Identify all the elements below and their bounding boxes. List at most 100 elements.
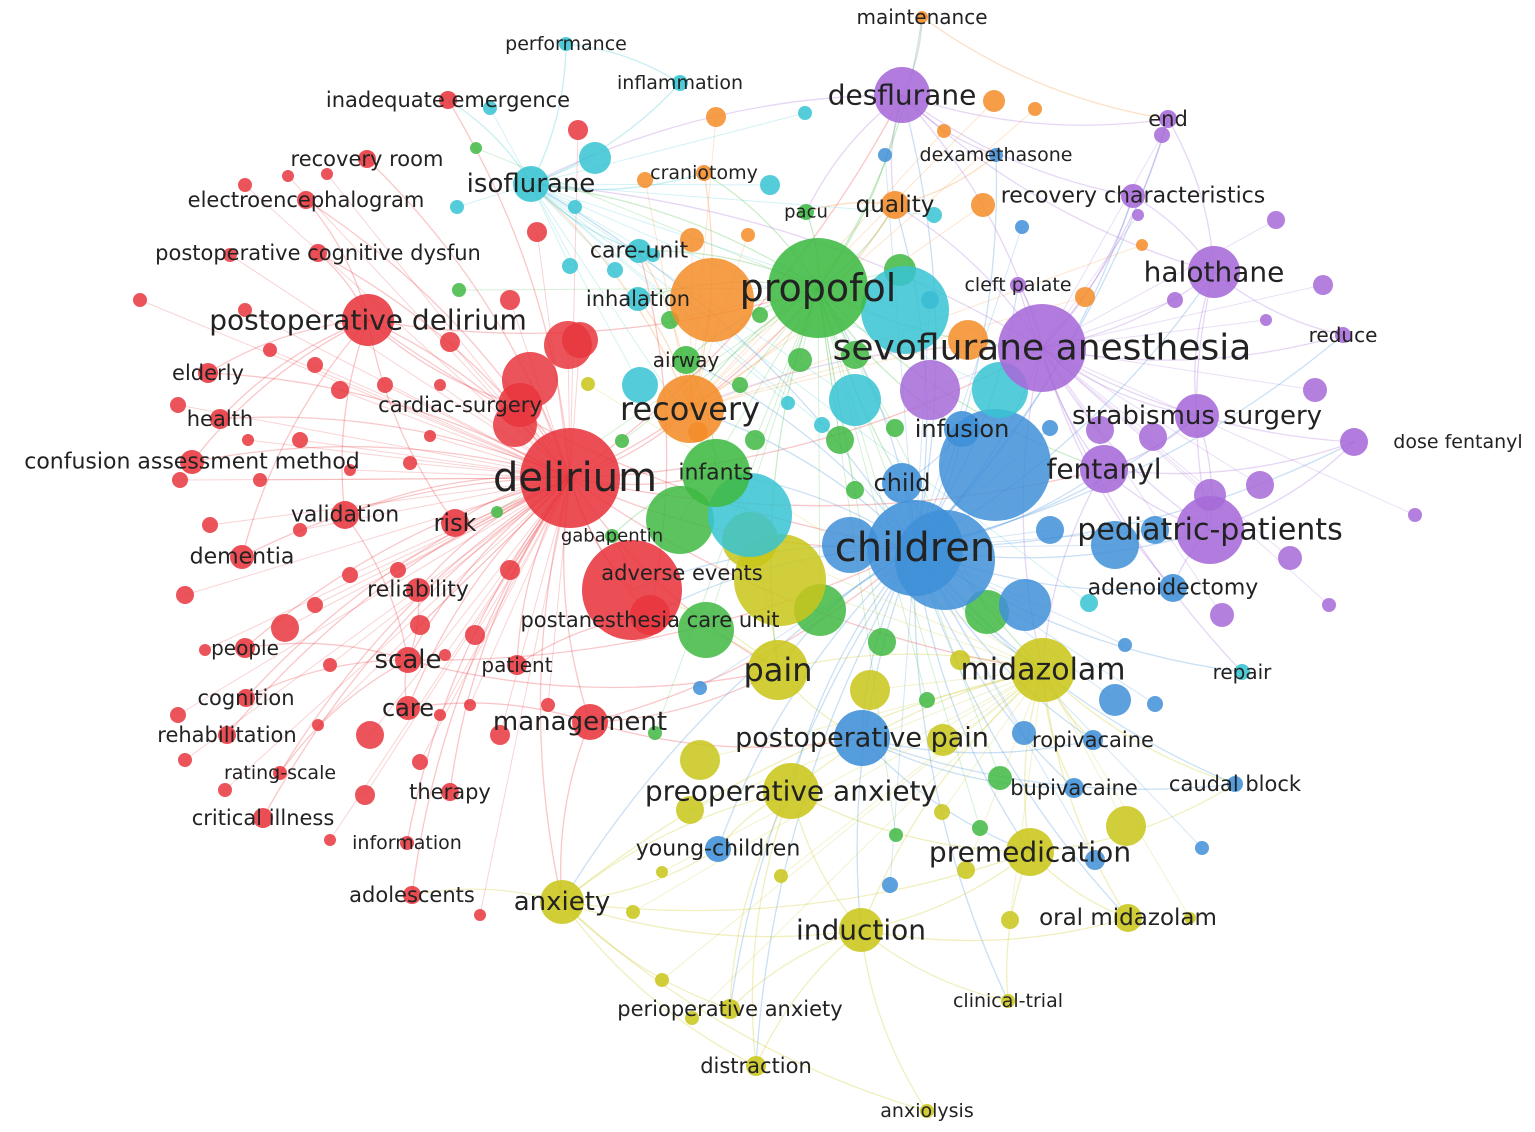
- node-children[interactable]: [867, 500, 963, 596]
- node-yellow-108[interactable]: [656, 866, 668, 878]
- node-orange-152[interactable]: [680, 228, 704, 252]
- node-midazolam[interactable]: [1011, 638, 1075, 702]
- node-cyan-145[interactable]: [926, 207, 942, 223]
- node-red-6[interactable]: [263, 343, 277, 357]
- node-postoperative-delirium[interactable]: [342, 294, 394, 346]
- node-airway[interactable]: [672, 346, 700, 374]
- node-green-67[interactable]: [470, 142, 482, 154]
- node-desflurane[interactable]: [874, 67, 930, 123]
- node-blue-89[interactable]: [1036, 516, 1064, 544]
- node-red-19[interactable]: [412, 754, 428, 770]
- node-red-11[interactable]: [202, 517, 218, 533]
- node-red-13[interactable]: [253, 473, 267, 487]
- node-red-14[interactable]: [307, 597, 323, 613]
- node-red-48[interactable]: [377, 377, 393, 393]
- node-critical-illness[interactable]: [253, 808, 273, 828]
- node-adenoidectomy[interactable]: [1159, 574, 1187, 602]
- node-purple-120[interactable]: [1313, 275, 1333, 295]
- node-red-36[interactable]: [464, 699, 476, 711]
- node-yellow-98[interactable]: [850, 670, 890, 710]
- node-cyan-139[interactable]: [562, 258, 578, 274]
- node-reliability[interactable]: [406, 578, 430, 602]
- node-green-70[interactable]: [972, 820, 988, 836]
- node-yellow-106[interactable]: [655, 973, 669, 987]
- node-yellow-107[interactable]: [626, 905, 640, 919]
- node-people[interactable]: [235, 638, 255, 658]
- node-elderly[interactable]: [198, 363, 218, 383]
- node-anxiolysis[interactable]: [920, 1104, 934, 1118]
- node-red-27[interactable]: [242, 434, 254, 446]
- node-blue-95[interactable]: [1085, 850, 1105, 870]
- node-infants[interactable]: [682, 439, 750, 507]
- node-cyan-130[interactable]: [861, 266, 949, 354]
- node-performance[interactable]: [559, 37, 573, 51]
- node-orange-151[interactable]: [637, 172, 653, 188]
- node-electroencephalogram[interactable]: [297, 191, 315, 209]
- node-red-7[interactable]: [238, 303, 252, 317]
- node-green-60[interactable]: [868, 628, 896, 656]
- node-rating-scale[interactable]: [273, 766, 287, 780]
- node-recovery-characteristics[interactable]: [1121, 184, 1145, 208]
- node-distraction[interactable]: [746, 1056, 766, 1076]
- node-red-18[interactable]: [356, 721, 384, 749]
- node-green-74[interactable]: [491, 506, 503, 518]
- node-orange-156[interactable]: [937, 124, 951, 138]
- node-cyan-138[interactable]: [450, 200, 464, 214]
- node-blue-86[interactable]: [1195, 841, 1209, 855]
- node-red-34[interactable]: [541, 698, 555, 712]
- node-recovery-room[interactable]: [358, 150, 376, 168]
- node-clinical-trial[interactable]: [1001, 994, 1015, 1008]
- node-red-37[interactable]: [439, 649, 451, 661]
- node-red-33[interactable]: [500, 560, 520, 580]
- node-red-31[interactable]: [410, 615, 430, 635]
- node-isoflurane[interactable]: [513, 166, 549, 202]
- node-inhalation[interactable]: [626, 287, 650, 311]
- node-orange-158[interactable]: [1075, 287, 1095, 307]
- node-red-28[interactable]: [293, 523, 307, 537]
- node-green-76[interactable]: [615, 434, 629, 448]
- node-yellow-109[interactable]: [774, 869, 788, 883]
- node-red-29[interactable]: [344, 464, 356, 476]
- node-purple-114[interactable]: [900, 360, 960, 420]
- node-halothane[interactable]: [1188, 246, 1240, 298]
- node-yellow-105[interactable]: [1001, 911, 1019, 929]
- node-cardiac-surgery[interactable]: [498, 383, 542, 427]
- node-orange-148[interactable]: [670, 258, 754, 342]
- node-delirium[interactable]: [520, 428, 620, 528]
- node-red-41[interactable]: [312, 719, 324, 731]
- node-purple-124[interactable]: [1086, 416, 1114, 444]
- node-blue-91[interactable]: [878, 148, 892, 162]
- node-dementia[interactable]: [230, 545, 254, 569]
- node-green-54[interactable]: [841, 341, 869, 369]
- node-yellow-99[interactable]: [927, 724, 959, 756]
- node-blue-85[interactable]: [1118, 638, 1132, 652]
- node-red-39[interactable]: [474, 909, 486, 921]
- node-purple-122[interactable]: [1260, 314, 1272, 326]
- node-red-35[interactable]: [490, 725, 510, 745]
- node-caudal-block[interactable]: [1227, 776, 1243, 792]
- node-cyan-132[interactable]: [829, 374, 881, 426]
- node-care[interactable]: [396, 696, 420, 720]
- node-pediatric-patients[interactable]: [1176, 496, 1244, 564]
- node-patient[interactable]: [507, 655, 527, 675]
- node-red-10[interactable]: [176, 586, 194, 604]
- node-red-40[interactable]: [324, 834, 336, 846]
- node-red-16[interactable]: [342, 567, 358, 583]
- node-green-53[interactable]: [788, 348, 812, 372]
- node-craniotomy[interactable]: [696, 165, 712, 181]
- node-care-unit[interactable]: [627, 239, 651, 263]
- node-adolescents[interactable]: [403, 886, 421, 904]
- node-red-5[interactable]: [307, 357, 323, 373]
- node-therapy[interactable]: [441, 783, 459, 801]
- node-purple-118[interactable]: [1210, 603, 1234, 627]
- node-rehabilitation[interactable]: [218, 726, 236, 744]
- node-purple-116[interactable]: [1246, 471, 1274, 499]
- node-cognition[interactable]: [237, 689, 255, 707]
- node-management[interactable]: [572, 704, 608, 740]
- node-preoperative-anxiety[interactable]: [763, 763, 819, 819]
- node-yellow-110[interactable]: [685, 1011, 699, 1025]
- node-red-50[interactable]: [238, 178, 252, 192]
- node-cyan-137[interactable]: [568, 200, 582, 214]
- node-red-12[interactable]: [292, 432, 308, 448]
- node-blue-92[interactable]: [1015, 220, 1029, 234]
